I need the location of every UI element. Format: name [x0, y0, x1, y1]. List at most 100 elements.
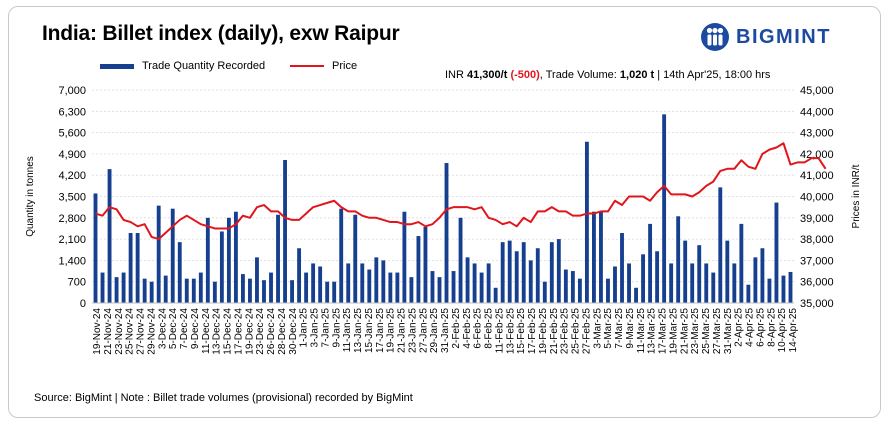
bar [739, 223, 744, 303]
x-tick-label: 27-Nov-24 [136, 308, 147, 355]
x-tick-label: 9-Mar-25 [625, 308, 636, 349]
bar [311, 263, 316, 303]
legend-line-swatch [290, 65, 324, 67]
x-tick-label: 13-Jan-25 [353, 308, 364, 353]
bar [290, 280, 295, 303]
y2-tick-label: 42,000 [800, 149, 834, 161]
bar [788, 271, 793, 303]
x-tick-label: 25-Nov-24 [125, 308, 136, 355]
x-tick-label: 9-Jan-25 [331, 308, 342, 348]
bar [563, 269, 568, 303]
bar [472, 263, 477, 303]
bar [262, 280, 266, 303]
x-tick-label: 27-Feb-25 [581, 308, 592, 355]
x-tick-label: 21-Nov-24 [103, 308, 114, 355]
bar [114, 277, 119, 303]
source-note: Source: BigMint | Note : Billet trade vo… [34, 392, 413, 404]
bar [535, 248, 540, 303]
bar [255, 257, 259, 303]
bar [507, 240, 512, 303]
y2-tick-label: 40,000 [800, 192, 834, 204]
bar [760, 248, 765, 303]
y2-tick-label: 37,000 [800, 255, 834, 267]
bar [584, 141, 589, 303]
y2-tick-label: 36,000 [800, 277, 834, 289]
x-tick-label: 2-Apr-25 [734, 308, 745, 347]
bar [514, 251, 519, 303]
bar [648, 223, 653, 303]
bar [542, 281, 547, 303]
x-tick-label: 30-Dec-24 [288, 308, 299, 355]
x-tick-label: 27-Jan-25 [418, 308, 429, 353]
bar [577, 278, 582, 303]
bar [93, 193, 98, 303]
x-tick-label: 3-Dec-24 [157, 308, 168, 350]
x-tick-label: 31-Mar-25 [723, 308, 734, 355]
y2-tick-label: 38,000 [800, 234, 834, 246]
info-volume: 1,020 t [619, 69, 655, 81]
x-tick-label: 19-Feb-25 [538, 308, 549, 355]
chart-frame [8, 6, 881, 418]
bar [704, 263, 709, 303]
bar [725, 240, 730, 303]
y-tick-label: 2,100 [58, 234, 86, 246]
x-tick-label: 8-Feb-25 [484, 308, 495, 349]
bar [528, 260, 533, 303]
bar [430, 271, 435, 303]
x-tick-label: 19-Dec-24 [244, 308, 255, 355]
bar [493, 287, 498, 303]
bar [521, 242, 526, 303]
x-tick-label: 7-Jan-25 [320, 308, 331, 348]
y2-axis-title: Prices in INR/t [851, 164, 862, 228]
bar [325, 281, 330, 303]
bar [620, 233, 624, 303]
y-tick-label: 3,500 [58, 192, 86, 204]
x-tick-label: 11-Jan-25 [342, 308, 353, 353]
bigmint-logo-icon [701, 23, 729, 51]
x-tick-label: 21-Feb-25 [549, 308, 560, 355]
bar [163, 275, 168, 303]
x-tick-label: 17-Mar-25 [658, 308, 669, 355]
bar [198, 272, 203, 303]
bar [634, 287, 638, 303]
bar [318, 266, 323, 303]
x-tick-label: 5-Mar-25 [603, 308, 614, 349]
x-tick-label: 23-Jan-25 [407, 308, 418, 353]
x-tick-label: 19-Mar-25 [668, 308, 679, 355]
bar [627, 263, 631, 303]
bar [332, 281, 337, 303]
price-line [95, 142, 827, 241]
bar [226, 217, 231, 303]
bar [191, 278, 196, 303]
x-tick-label: 17-Feb-25 [527, 308, 538, 355]
bar [205, 217, 210, 303]
bar [374, 257, 379, 303]
bar [690, 263, 695, 303]
bar [486, 263, 491, 303]
bar [388, 272, 393, 303]
bar [149, 281, 154, 303]
x-tick-label: 11-Dec-24 [201, 308, 212, 354]
x-tick-label: 1-Jan-25 [299, 308, 310, 348]
bar [142, 278, 147, 303]
x-tick-label: 23-Dec-24 [255, 308, 266, 355]
bar [711, 272, 716, 303]
bar [240, 274, 245, 303]
x-tick-label: 14-Apr-25 [788, 308, 799, 353]
x-tick-label: 25-Mar-25 [701, 308, 712, 355]
bar [416, 236, 421, 303]
y-tick-label: 5,600 [58, 128, 86, 140]
bar [767, 278, 772, 303]
x-tick-label: 3-Jan-25 [310, 308, 321, 348]
price-info: INR 41,300/t (-500), Trade Volume: 1,020… [445, 69, 771, 81]
x-tick-label: 23-Nov-24 [114, 308, 125, 355]
bar [339, 208, 344, 303]
bar [500, 242, 505, 303]
legend-line: Price [290, 60, 357, 72]
bar [746, 284, 751, 303]
bar [479, 272, 484, 303]
brand-name: BIGMINT [736, 25, 831, 48]
x-tick-label: 7-Dec-24 [179, 308, 190, 350]
bar [283, 159, 287, 303]
